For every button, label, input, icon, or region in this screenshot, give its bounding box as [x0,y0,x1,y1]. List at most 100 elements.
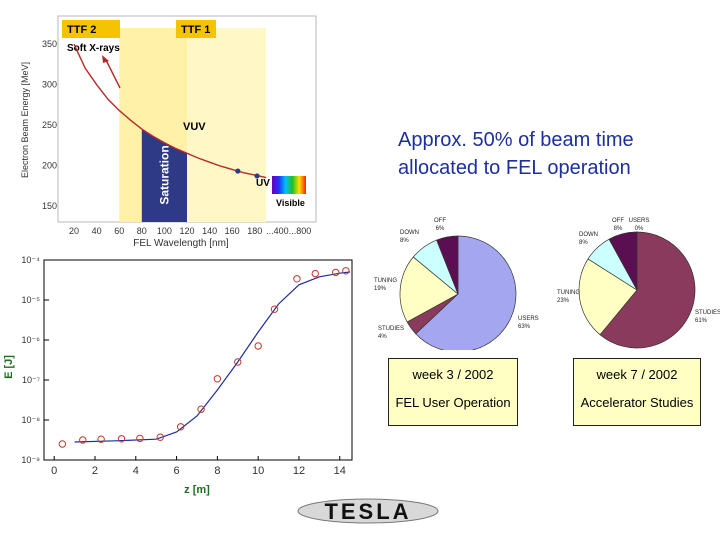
week-label: week 3 / 2002 [412,367,494,382]
pie-slice-users [415,235,517,350]
energy-x-tick-label: 160 [225,226,240,236]
energy-x-tick-label: 40 [92,226,102,236]
energy-wavelength-chart: Saturation TTF 2 TTF 1 Soft X-rays VUV U… [20,15,317,249]
pulse-data-point [58,440,67,448]
pie-label: STUDIES [695,310,720,316]
fel-user-operation-box: week 3 / 2002 FEL User Operation [388,358,518,426]
pie-label: STUDIES [378,326,404,332]
energy-y-tick-label: 200 [42,160,57,170]
visible-spectrum-bar [272,176,306,194]
pie-slice-studies [599,231,696,349]
pie-slice-tuning [399,256,459,323]
tesla-logo: TESLA [297,498,439,524]
pulse-x-tick-label: 14 [334,465,346,477]
ttf1-badge [176,20,216,38]
energy-markers [235,168,260,179]
ttf2-badge [62,20,120,38]
pulse-data-point [342,267,350,275]
pie-label: TUNING [374,278,397,284]
energy-marker [254,173,260,179]
pulse-y-tick-label: 10⁻⁴ [21,255,40,265]
visible-label: Visible [276,198,305,208]
pulse-data-point [79,436,87,444]
pie-slice-tuning [578,258,638,336]
energy-x-tick-label: 180 [247,226,262,236]
pie-label-percent: 63% [518,324,531,330]
pie-slice-off [436,235,459,295]
pulse-y-ticks: 10⁻⁹ 10⁻⁸ 10⁻⁷ 10⁻⁶ 10⁻⁵ 10⁻⁴ [21,255,49,465]
ttf2-badge-label: TTF 2 [67,24,96,36]
pulse-data-point [176,423,185,431]
saturation-label: Saturation [157,145,171,204]
energy-x-axis-label: FEL Wavelength [nm] [133,238,229,249]
pulse-data-point [197,405,205,413]
pulse-data-point [136,434,144,443]
pie-label: OFF [434,218,446,224]
soft-xrays-arrow [105,59,121,89]
pulse-data-point [156,433,164,441]
pulse-x-axis-label: z [m] [184,484,210,496]
pulse-x-tick-label: 0 [51,465,57,477]
pulse-data-point [254,342,262,350]
pulse-y-tick-label: 10⁻⁵ [22,295,41,305]
vuv-label: VUV [183,121,206,133]
pulse-y-tick-label: 10⁻⁹ [21,455,40,465]
pulse-plot-frame [43,259,353,461]
box-description: FEL User Operation [395,395,511,410]
saturation-region [141,129,187,222]
soft-xrays-arrowhead [102,55,109,63]
pie-slice-off [608,231,638,291]
box-description: Accelerator Studies [580,395,694,410]
pulse-y-tick-label: 10⁻⁸ [21,415,40,425]
pie-label: USERS [629,218,650,224]
pie-label: DOWN [579,232,598,238]
energy-y-tick-label: 250 [42,120,57,130]
pie-label: OFF [612,218,624,224]
tesla-logo-text: TESLA [324,499,411,524]
pie-label-percent: 6% [436,226,445,232]
pie-label-percent: 8% [579,240,588,246]
energy-x-tick-label: ...400 [266,226,289,236]
pie-label: USERS [518,316,539,322]
week3-pie-chart: USERS 63% STUDIES 4% TUNING 19% DOWN 8% OFF 6% [374,218,539,350]
energy-x-tick-label: 80 [137,226,147,236]
pulse-x-tick-label: 10 [252,465,264,477]
pie-label-percent: 23% [557,298,570,304]
pulse-data-point [270,305,279,313]
energy-y-tick-label: 350 [42,39,57,49]
energy-y-tick-label: 150 [42,201,57,211]
energy-x-tick-label: 20 [69,226,79,236]
pulse-y-tick-label: 10⁻⁷ [22,375,40,385]
pulse-data-point [234,358,242,366]
soft-xrays-label: Soft X-rays [67,43,120,54]
energy-x-tick-label: ...800 [289,226,312,236]
energy-x-tick-label: 100 [157,226,172,236]
pulse-x-tick-label: 2 [92,465,98,477]
energy-x-tick-label: 120 [179,226,194,236]
pulse-fit-curve [74,271,351,443]
ttf1-region [187,28,267,222]
energy-marker [235,168,241,174]
pulse-x-tick-label: 12 [293,465,305,477]
headline-text: Approx. 50% of beam time allocated to FE… [398,129,634,179]
uv-label: UV [256,178,270,189]
pulse-data-point [331,268,340,277]
pulse-data-point [213,375,222,383]
accelerator-studies-box: week 7 / 2002 Accelerator Studies [573,358,701,426]
energy-y-axis-label: Electron Beam Energy [MeV] [20,62,30,178]
pulse-data-point [97,435,105,443]
pie-label-percent: 4% [378,334,387,340]
pulse-y-axis-label: E [J] [3,355,15,379]
pulse-y-tick-label: 10⁻⁶ [22,335,41,345]
pie-label-percent: 19% [374,286,387,292]
pulse-x-tick-label: 8 [214,465,220,477]
pie-label-percent: 8% [400,238,409,244]
pulse-data-points [58,267,350,448]
pie-label-percent: 0% [635,226,644,232]
energy-x-tick-label: 140 [202,226,217,236]
energy-curve [73,43,267,179]
pie-label: DOWN [400,230,419,236]
week7-pie-chart: STUDIES 61% TUNING 23% DOWN 8% OFF 8% USERS 0% [557,218,720,349]
week7-pie-labels: STUDIES 61% TUNING 23% DOWN 8% OFF 8% USERS 0% [557,218,720,324]
pulse-x-ticks: 0 2 4 6 8 10 12 14 [51,456,346,477]
